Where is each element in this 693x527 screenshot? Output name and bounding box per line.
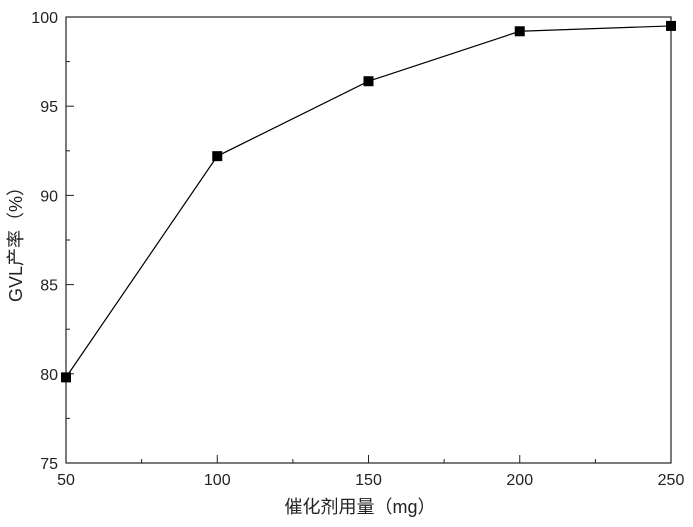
data-point xyxy=(666,21,676,31)
data-point xyxy=(212,151,222,161)
x-tick-label: 150 xyxy=(355,472,382,489)
x-tick-label: 200 xyxy=(506,472,533,489)
y-tick-label: 80 xyxy=(40,367,58,384)
y-tick-label: 100 xyxy=(31,10,58,27)
data-point xyxy=(364,76,374,86)
y-axis-label: GVL产率（%） xyxy=(6,178,26,302)
y-tick-label: 90 xyxy=(40,188,58,205)
data-point xyxy=(61,372,71,382)
x-tick-label: 100 xyxy=(204,472,231,489)
y-tick-label: 75 xyxy=(40,456,58,473)
x-axis-label: 催化剂用量（mg） xyxy=(284,497,435,517)
y-tick-label: 85 xyxy=(40,278,58,295)
x-tick-label: 50 xyxy=(57,472,75,489)
data-point xyxy=(515,26,525,36)
chart: 催化剂用量（mg） GVL产率（%） 50 100 150 200 250 75 80 85 9… xyxy=(0,0,693,527)
y-tick-label: 95 xyxy=(40,99,58,116)
page: 催化剂用量（mg） GVL产率（%） 50 100 150 200 250 75 80 85 9… xyxy=(0,0,693,527)
x-tick-label: 250 xyxy=(658,472,685,489)
